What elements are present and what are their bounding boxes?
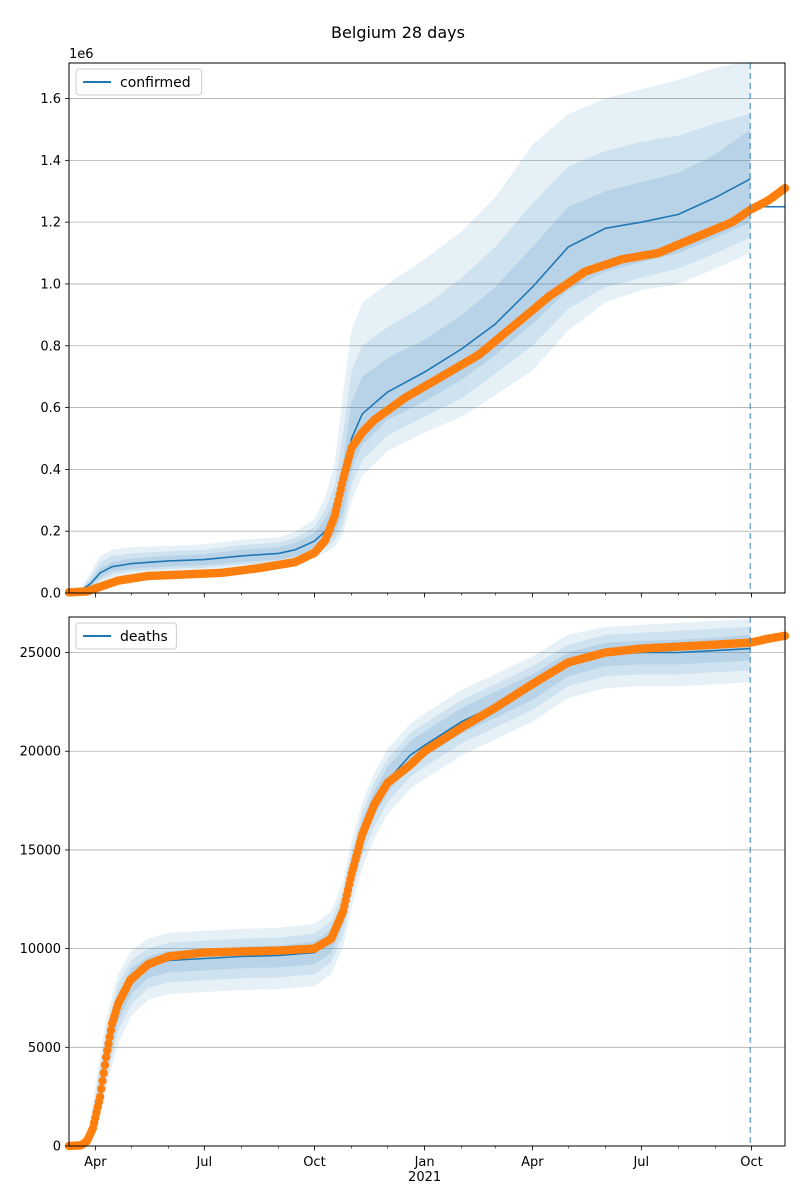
- legend-label-confirmed: confirmed: [120, 75, 191, 91]
- observed-points: [64, 631, 790, 1151]
- uncertainty-bands: [69, 619, 751, 1146]
- x-axis-ticks: [94, 593, 752, 598]
- x-tick-label: Oct: [740, 1155, 762, 1170]
- x-tick-label: Oct: [303, 1155, 325, 1170]
- legend-label-deaths: deaths: [120, 629, 168, 645]
- confirmed-panel: 0.0 0.2 0.4 0.6 0.8 1.0 1.2 1.4 1.6 1e6 confirme…: [40, 47, 790, 602]
- y-offset-label: 1e6: [69, 47, 94, 62]
- y-tick-label: 0.2: [40, 525, 61, 540]
- observed-point: [103, 1046, 112, 1055]
- x-tick-label: Jan: [414, 1155, 435, 1170]
- y-tick-label: 25000: [20, 646, 61, 661]
- band-middle: [69, 114, 751, 593]
- chart-title: Belgium 28 days: [331, 23, 465, 42]
- x-tick-label: Apr: [521, 1155, 544, 1170]
- y-tick-label: 1.0: [40, 277, 61, 292]
- y-tick-label: 10000: [20, 942, 61, 957]
- observed-point: [106, 1026, 116, 1035]
- legend: deaths: [75, 622, 177, 650]
- legend-box: [75, 68, 203, 96]
- y-axis-ticks: 0.0 0.2 0.4 0.6 0.8 1.0 1.2 1.4 1.6: [40, 92, 69, 602]
- x-tick-label: Jul: [632, 1155, 649, 1170]
- band-middle: [69, 626, 751, 1146]
- band-inner: [69, 129, 751, 593]
- x-tick-label: 2021: [408, 1170, 441, 1185]
- observed-point: [97, 1084, 106, 1094]
- y-tick-label: 1.6: [40, 92, 61, 107]
- observed-point: [104, 1039, 113, 1049]
- y-tick-label: 5000: [28, 1041, 61, 1056]
- observed-points: [64, 184, 790, 597]
- legend-box: [75, 622, 177, 650]
- uncertainty-bands: [69, 61, 751, 593]
- band-outer: [69, 61, 751, 593]
- y-tick-label: 1.4: [40, 154, 61, 169]
- y-tick-label: 20000: [20, 745, 61, 760]
- y-gridlines: [69, 98, 785, 594]
- observed-point: [99, 1068, 108, 1078]
- y-axis-ticks: 0 5000 10000 15000 20000 25000: [20, 646, 69, 1155]
- observed-point: [101, 1053, 111, 1062]
- y-tick-label: 0.6: [40, 401, 61, 416]
- median-line: [68, 647, 751, 1147]
- observed-point: [100, 1060, 110, 1070]
- x-tick-label: Jul: [195, 1155, 212, 1170]
- y-tick-label: 15000: [20, 843, 61, 858]
- model-median-line: [68, 647, 751, 1147]
- plot-frame: [68, 616, 786, 1147]
- y-tick-label: 0.4: [40, 463, 61, 478]
- observed-point: [95, 1092, 105, 1101]
- y-tick-label: 0.0: [40, 587, 61, 602]
- legend: confirmed: [75, 68, 203, 96]
- band-outer: [69, 619, 751, 1146]
- y-tick-label: 0: [53, 1140, 61, 1155]
- observed-point: [105, 1032, 114, 1042]
- x-tick-label: Apr: [84, 1155, 107, 1170]
- deaths-panel: 0 5000 10000 15000 20000 25000 Apr Jul Oct Jan20…: [20, 616, 790, 1185]
- observed-point: [98, 1076, 107, 1086]
- y-tick-label: 1.2: [40, 216, 61, 231]
- plot-frame: [68, 62, 786, 594]
- band-inner: [69, 634, 751, 1146]
- y-tick-label: 0.8: [40, 339, 61, 354]
